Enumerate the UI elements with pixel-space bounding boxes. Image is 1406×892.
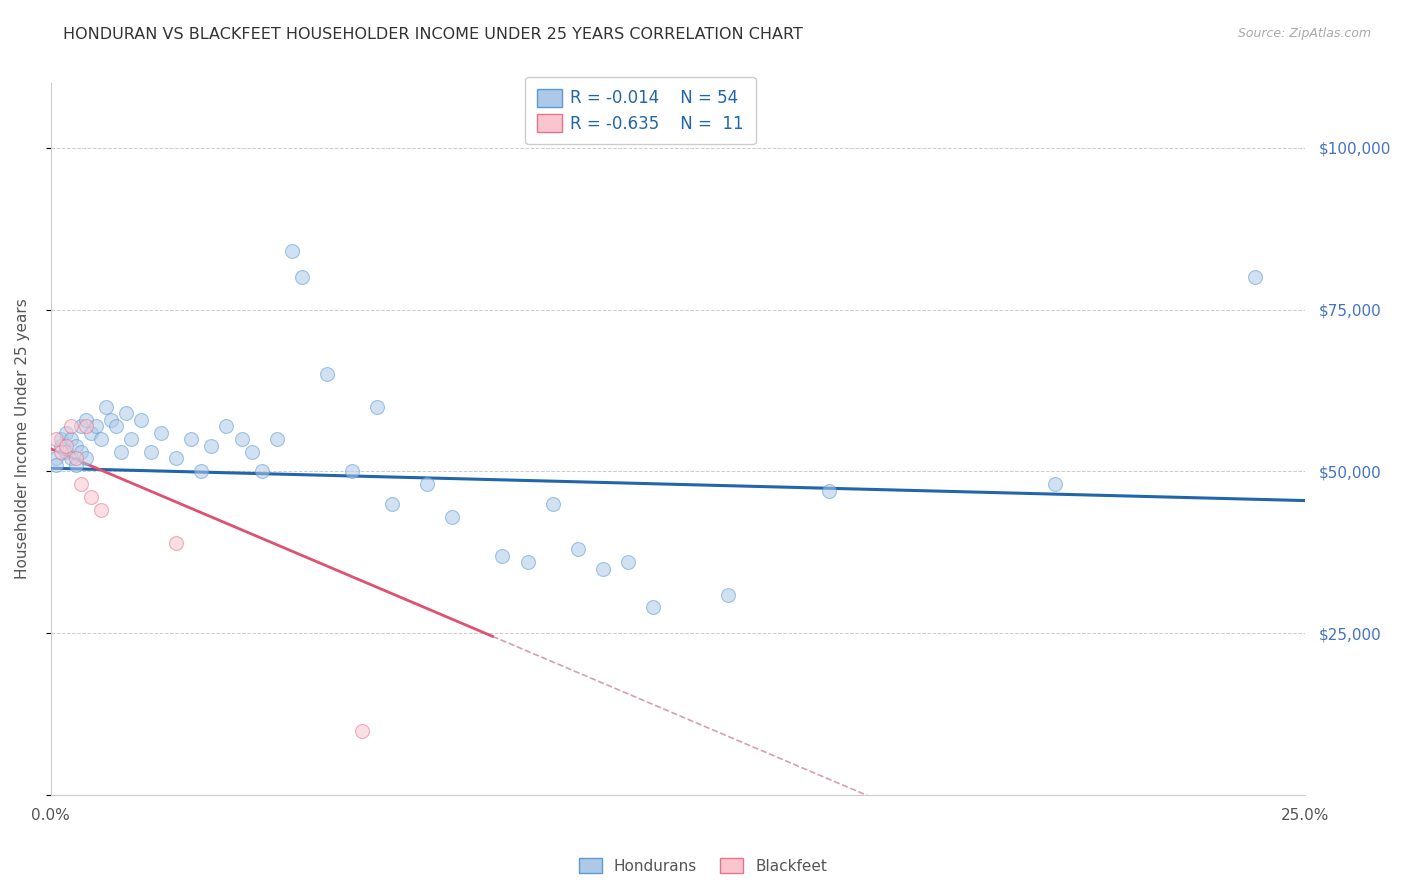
Point bbox=[59, 432, 82, 446]
Point bbox=[215, 419, 238, 434]
Legend: Hondurans, Blackfeet: Hondurans, Blackfeet bbox=[572, 852, 834, 880]
Text: Source: ZipAtlas.com: Source: ZipAtlas.com bbox=[1237, 27, 1371, 40]
Point bbox=[641, 600, 664, 615]
Point bbox=[94, 400, 117, 414]
Point bbox=[180, 432, 202, 446]
Point bbox=[240, 445, 263, 459]
Point bbox=[55, 425, 77, 440]
Point bbox=[75, 412, 97, 426]
Point bbox=[817, 483, 839, 498]
Point bbox=[350, 723, 373, 738]
Point bbox=[567, 542, 589, 557]
Y-axis label: Householder Income Under 25 years: Householder Income Under 25 years bbox=[15, 299, 30, 580]
Point bbox=[1043, 477, 1066, 491]
Point bbox=[266, 432, 288, 446]
Point bbox=[315, 368, 337, 382]
Point bbox=[366, 400, 388, 414]
Point bbox=[1244, 270, 1267, 285]
Legend: R = -0.014    N = 54, R = -0.635    N =  11: R = -0.014 N = 54, R = -0.635 N = 11 bbox=[526, 77, 755, 145]
Point bbox=[617, 555, 640, 569]
Point bbox=[59, 419, 82, 434]
Point bbox=[115, 406, 138, 420]
Point bbox=[441, 509, 464, 524]
Point bbox=[90, 432, 112, 446]
Point bbox=[120, 432, 142, 446]
Point bbox=[381, 497, 404, 511]
Point bbox=[110, 445, 132, 459]
Point bbox=[250, 465, 273, 479]
Point bbox=[291, 270, 314, 285]
Point bbox=[75, 419, 97, 434]
Point bbox=[49, 432, 72, 446]
Point bbox=[491, 549, 513, 563]
Point bbox=[49, 438, 72, 452]
Point bbox=[416, 477, 439, 491]
Text: HONDURAN VS BLACKFEET HOUSEHOLDER INCOME UNDER 25 YEARS CORRELATION CHART: HONDURAN VS BLACKFEET HOUSEHOLDER INCOME… bbox=[63, 27, 803, 42]
Point bbox=[75, 451, 97, 466]
Point bbox=[200, 438, 222, 452]
Point bbox=[717, 587, 740, 601]
Point bbox=[70, 445, 93, 459]
Point bbox=[65, 458, 87, 472]
Point bbox=[70, 477, 93, 491]
Point bbox=[165, 451, 187, 466]
Point bbox=[541, 497, 564, 511]
Point bbox=[141, 445, 163, 459]
Point bbox=[55, 438, 77, 452]
Point bbox=[190, 465, 212, 479]
Point bbox=[45, 451, 67, 466]
Point bbox=[84, 419, 107, 434]
Point bbox=[129, 412, 152, 426]
Point bbox=[105, 419, 128, 434]
Point bbox=[100, 412, 122, 426]
Point bbox=[80, 425, 103, 440]
Point bbox=[65, 438, 87, 452]
Point bbox=[65, 451, 87, 466]
Point bbox=[340, 465, 363, 479]
Point bbox=[592, 561, 614, 575]
Point bbox=[150, 425, 173, 440]
Point bbox=[49, 445, 72, 459]
Point bbox=[55, 445, 77, 459]
Point bbox=[165, 535, 187, 549]
Point bbox=[80, 491, 103, 505]
Point bbox=[90, 503, 112, 517]
Point bbox=[516, 555, 538, 569]
Point bbox=[45, 458, 67, 472]
Point bbox=[231, 432, 253, 446]
Point bbox=[45, 432, 67, 446]
Point bbox=[280, 244, 302, 259]
Point bbox=[59, 451, 82, 466]
Point bbox=[70, 419, 93, 434]
